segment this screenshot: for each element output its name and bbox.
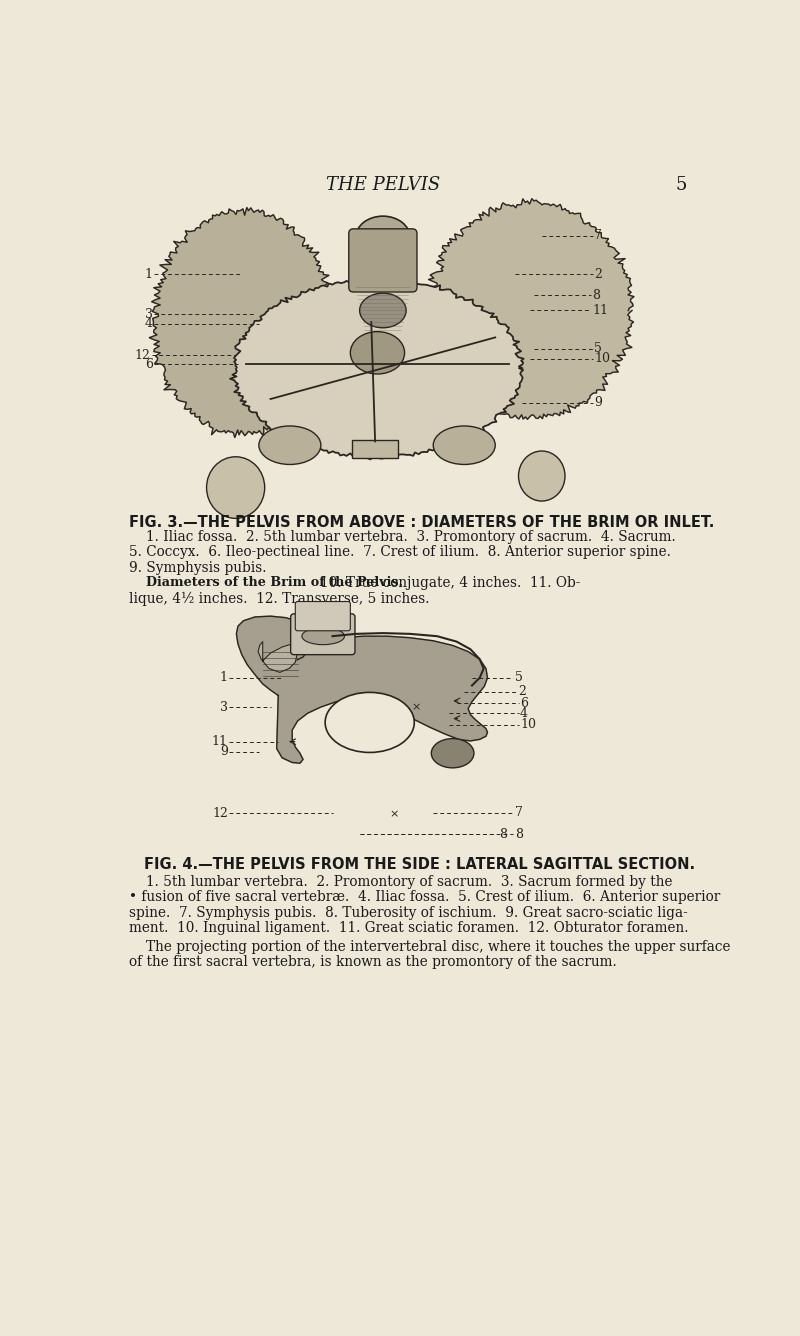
Ellipse shape xyxy=(431,739,474,768)
Text: lique, 4½ inches.  12. Transverse, 5 inches.: lique, 4½ inches. 12. Transverse, 5 inch… xyxy=(129,592,429,605)
Ellipse shape xyxy=(434,426,495,465)
Ellipse shape xyxy=(302,628,345,645)
Text: 1. Iliac fossa.  2. 5th lumbar vertebra.  3. Promontory of sacrum.  4. Sacrum.: 1. Iliac fossa. 2. 5th lumbar vertebra. … xyxy=(146,530,675,544)
Text: 6: 6 xyxy=(520,696,528,709)
Text: 8: 8 xyxy=(592,289,600,302)
Ellipse shape xyxy=(356,216,410,258)
Text: ment.  10. Inguinal ligament.  11. Great sciatic foramen.  12. Obturator foramen: ment. 10. Inguinal ligament. 11. Great s… xyxy=(129,921,688,935)
Text: of the first sacral vertebra, is known as the promontory of the sacrum.: of the first sacral vertebra, is known a… xyxy=(129,955,617,969)
Ellipse shape xyxy=(360,293,406,327)
Text: 5: 5 xyxy=(675,176,687,194)
Text: THE PELVIS: THE PELVIS xyxy=(326,176,440,194)
Text: 7: 7 xyxy=(594,230,602,242)
Ellipse shape xyxy=(350,331,405,374)
Text: 3: 3 xyxy=(220,700,228,713)
FancyBboxPatch shape xyxy=(290,613,355,655)
Text: 8: 8 xyxy=(514,827,522,840)
Text: 3: 3 xyxy=(145,307,153,321)
Text: • fusion of five sacral vertebræ.  4. Iliac fossa.  5. Crest of ilium.  6. Anter: • fusion of five sacral vertebræ. 4. Ili… xyxy=(129,890,720,904)
Ellipse shape xyxy=(325,692,414,752)
Text: 5. Coccyx.  6. Ileo-pectineal line.  7. Crest of ilium.  8. Anterior superior sp: 5. Coccyx. 6. Ileo-pectineal line. 7. Cr… xyxy=(129,545,670,560)
Text: FIG. 3.—THE PELVIS FROM ABOVE : DIAMETERS OF THE BRIM OR INLET.: FIG. 3.—THE PELVIS FROM ABOVE : DIAMETER… xyxy=(129,514,714,529)
Polygon shape xyxy=(237,616,487,763)
Polygon shape xyxy=(258,641,298,672)
Ellipse shape xyxy=(518,452,565,501)
Text: spine.  7. Symphysis pubis.  8. Tuberosity of ischium.  9. Great sacro-sciatic l: spine. 7. Symphysis pubis. 8. Tuberosity… xyxy=(129,906,687,919)
Text: 10: 10 xyxy=(520,719,536,731)
Text: FIG. 4.—THE PELVIS FROM THE SIDE : LATERAL SAGITTAL SECTION.: FIG. 4.—THE PELVIS FROM THE SIDE : LATER… xyxy=(144,858,695,872)
Text: 11: 11 xyxy=(592,305,608,317)
FancyBboxPatch shape xyxy=(295,601,350,631)
Text: 5: 5 xyxy=(594,342,602,355)
Text: 9. Symphysis pubis.: 9. Symphysis pubis. xyxy=(129,561,266,574)
Text: 11: 11 xyxy=(212,735,228,748)
Text: 9: 9 xyxy=(220,745,228,759)
Polygon shape xyxy=(230,278,524,460)
Text: 4: 4 xyxy=(520,707,528,720)
Text: 2: 2 xyxy=(518,685,526,699)
Ellipse shape xyxy=(259,426,321,465)
Text: 10: 10 xyxy=(594,353,610,366)
Text: 7: 7 xyxy=(514,806,522,819)
Polygon shape xyxy=(150,207,337,437)
Text: 4: 4 xyxy=(145,317,153,330)
Text: ×: × xyxy=(411,701,421,712)
Text: 12: 12 xyxy=(212,807,228,820)
Text: Diameters of the Brim of the Pelvis.: Diameters of the Brim of the Pelvis. xyxy=(146,576,412,589)
Text: 10. True conjugate, 4 inches.  11. Ob-: 10. True conjugate, 4 inches. 11. Ob- xyxy=(320,576,581,591)
FancyBboxPatch shape xyxy=(349,228,417,293)
Text: 1: 1 xyxy=(220,671,228,684)
Text: 5: 5 xyxy=(514,671,522,684)
Text: 1: 1 xyxy=(145,267,153,281)
Text: 2: 2 xyxy=(594,267,602,281)
Text: 8: 8 xyxy=(499,827,507,840)
Text: ×: × xyxy=(390,810,399,820)
Ellipse shape xyxy=(206,457,265,518)
Text: 1. 5th lumbar vertebra.  2. Promontory of sacrum.  3. Sacrum formed by the: 1. 5th lumbar vertebra. 2. Promontory of… xyxy=(146,875,672,888)
Text: 6: 6 xyxy=(145,358,153,371)
Text: 9: 9 xyxy=(594,397,602,409)
Text: The projecting portion of the intervertebral disc, where it touches the upper su: The projecting portion of the interverte… xyxy=(146,939,730,954)
Polygon shape xyxy=(426,199,634,420)
Bar xyxy=(352,440,398,458)
Text: 12: 12 xyxy=(134,349,150,362)
